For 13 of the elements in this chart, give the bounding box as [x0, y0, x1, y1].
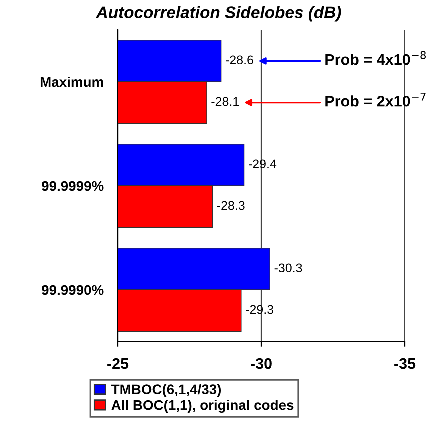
data-label: -28.6 [226, 56, 254, 65]
data-label: -30.3 [274, 264, 302, 273]
y-tick-label: 99.9990% [42, 285, 104, 296]
y-tick-label: Maximum [40, 76, 104, 88]
x-tick-label: -25 [108, 358, 129, 370]
x-tick-label: -35 [394, 358, 416, 370]
data-label: -28.1 [212, 97, 240, 106]
legend-label: TMBOC(6,1,4/33) [111, 384, 222, 398]
chart-title: Autocorrelation Sidelobes (dB) [96, 6, 342, 22]
legend-label: All BOC(1,1), original codes [112, 400, 294, 414]
y-tick-label: 99.9999% [42, 181, 104, 192]
x-tick-label: -30 [251, 358, 272, 370]
data-label: -28.3 [217, 201, 245, 210]
